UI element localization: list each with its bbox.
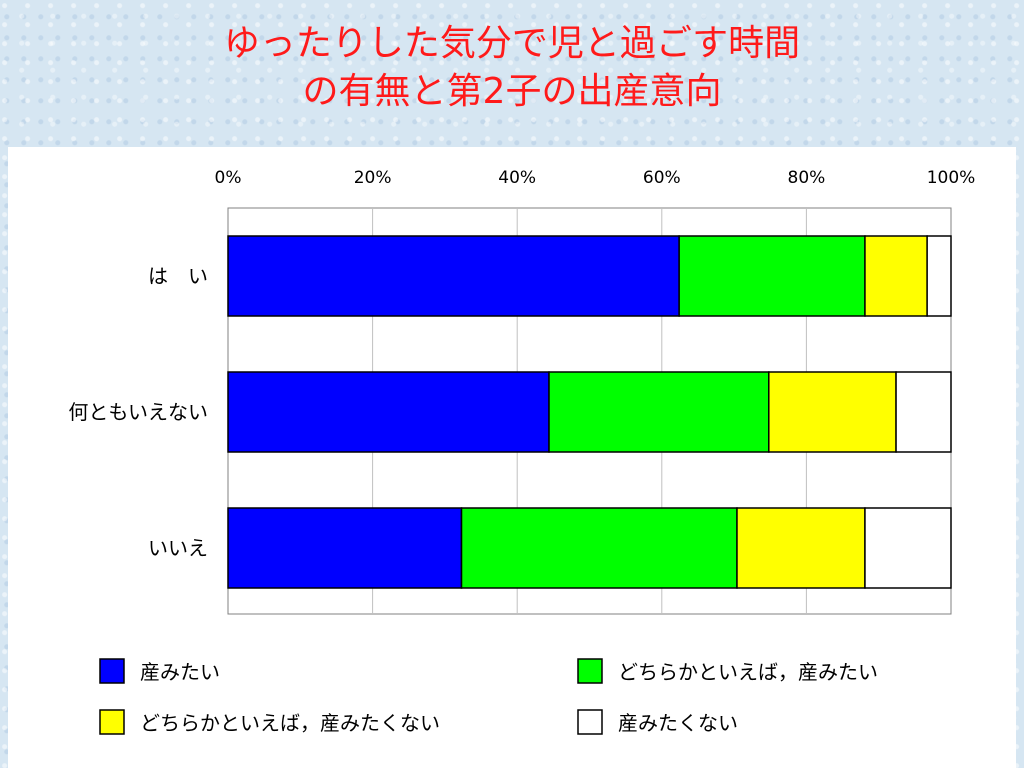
legend-item: 産みたくない [577,709,738,735]
legend-swatch [99,658,125,684]
slide-title-line-2: の有無と第2子の出産意向 [302,71,722,112]
category-label: いいえ [148,536,208,560]
bar-segment [926,235,952,317]
bar-segment [864,235,928,317]
bar-segment [895,371,952,453]
bar-segment [736,507,866,589]
x-tick-label: 0% [215,168,242,188]
bar-segment [864,507,952,589]
category-label: は い [148,264,208,288]
bar-segment [227,371,550,453]
bar-segment [768,371,897,453]
legend-swatch [577,658,603,684]
bar-segment [227,507,463,589]
legend-swatch [577,709,603,735]
x-tick-label: 40% [498,168,536,188]
x-tick-label: 100% [927,168,976,188]
legend-item: どちらかといえば，産みたくない [99,709,440,735]
legend-swatch [99,709,125,735]
legend-item: 産みたい [99,658,220,684]
x-tick-label: 20% [354,168,392,188]
bar-segment [678,235,866,317]
legend-label: 産みたくない [618,711,738,735]
bar-segment [548,371,770,453]
legend-label: どちらかといえば，産みたくない [140,711,440,735]
category-label: 何ともいえない [68,400,208,424]
x-tick-label: 80% [788,168,826,188]
legend-label: 産みたい [140,660,220,684]
slide-title-line-1: ゆったりした気分で児と過ごす時間 [223,23,801,64]
legend-item: どちらかといえば，産みたい [577,658,878,684]
bar-segment [227,235,680,317]
slide-title: ゆったりした気分で児と過ごす時間 の有無と第2子の出産意向 [0,20,1024,116]
bar-segment [460,507,738,589]
legend-label: どちらかといえば，産みたい [618,660,878,684]
x-tick-label: 60% [643,168,681,188]
